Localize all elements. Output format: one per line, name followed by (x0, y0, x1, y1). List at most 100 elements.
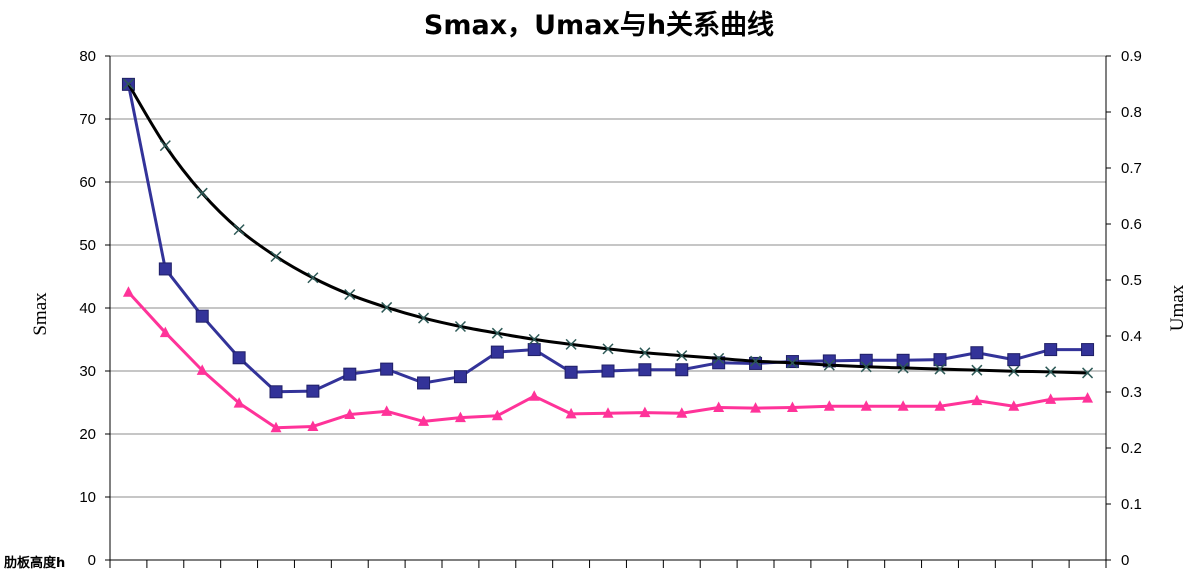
y-tick-label: 80 (79, 48, 96, 65)
data-point-cross (491, 327, 503, 339)
data-point-square (306, 384, 320, 398)
data-point-cross (860, 361, 872, 373)
data-point-cross (897, 362, 909, 374)
data-point-square (675, 363, 689, 377)
y-tick-label: 0 (88, 552, 96, 569)
data-point-square (490, 345, 504, 359)
data-point-triangle (602, 407, 614, 418)
y-tick-label: 50 (79, 237, 96, 254)
data-point-square (564, 365, 578, 379)
data-point-triangle (528, 390, 540, 401)
y2-tick-label: 0.8 (1121, 104, 1142, 121)
data-point-cross (159, 140, 171, 152)
data-point-square (158, 262, 172, 276)
data-point-triangle (713, 401, 725, 413)
series-cross (122, 78, 1094, 379)
data-point-square (749, 356, 763, 370)
data-point-triangle (159, 326, 171, 338)
y2-tick-label: 0.9 (1121, 48, 1142, 65)
data-point-cross (454, 320, 466, 333)
series-triangle (122, 286, 1094, 433)
data-point-square (195, 309, 209, 323)
data-point-triangle (233, 397, 245, 408)
y-tick-label: 70 (79, 111, 96, 128)
data-point-cross (381, 301, 393, 313)
series-line (127, 83, 1088, 375)
data-point-cross (934, 363, 946, 375)
data-point-triangle (270, 421, 282, 433)
data-point-cross (602, 343, 614, 355)
data-point-square (859, 353, 873, 367)
y-tick-label: 20 (79, 426, 96, 443)
data-point-cross (786, 357, 798, 369)
data-point-cross (750, 355, 762, 367)
data-point-square (1007, 353, 1021, 367)
data-point-square (343, 367, 357, 381)
data-point-cross (270, 250, 282, 263)
data-point-triangle (639, 406, 651, 418)
data-point-square (933, 353, 947, 367)
data-point-triangle (344, 408, 356, 419)
data-point-triangle (1082, 392, 1094, 403)
data-point-cross (233, 224, 245, 236)
data-point-triangle (934, 400, 946, 411)
data-point-cross (122, 78, 134, 90)
data-point-triangle (122, 286, 134, 297)
gridlines (110, 55, 1106, 498)
data-point-cross (713, 352, 725, 364)
data-point-triangle (750, 402, 762, 413)
y-tick-label: 30 (79, 363, 96, 380)
y2-tick-label: 0.3 (1121, 384, 1142, 401)
data-point-triangle (565, 407, 577, 419)
data-point-square (638, 363, 652, 377)
y-axis-title: Smax (30, 292, 51, 336)
data-point-triangle (454, 411, 466, 423)
data-point-cross (1008, 365, 1020, 377)
data-point-square (380, 362, 394, 376)
data-point-square (232, 351, 246, 365)
data-point-triangle (823, 400, 835, 411)
data-point-triangle (786, 401, 798, 413)
data-point-triangle (307, 420, 319, 431)
y2-tick-label: 0.2 (1121, 440, 1142, 457)
data-point-square (601, 364, 615, 378)
data-point-cross (823, 359, 835, 371)
data-point-square (417, 376, 431, 390)
series-line (126, 84, 1088, 394)
data-point-cross (1045, 366, 1057, 378)
y2-tick-label: 0.5 (1121, 272, 1142, 289)
y2-tick-label: 0.7 (1121, 160, 1142, 177)
data-point-cross (418, 312, 430, 324)
data-point-triangle (1008, 400, 1020, 411)
data-point-square (970, 346, 984, 360)
data-point-cross (307, 272, 319, 284)
data-point-cross (639, 347, 651, 359)
data-point-triangle (1045, 393, 1057, 404)
series-layer (121, 77, 1095, 433)
data-point-triangle (491, 409, 503, 421)
y-tick-label: 40 (79, 300, 96, 317)
data-point-triangle (860, 400, 872, 411)
axes (105, 55, 1111, 568)
y-tick-label: 10 (79, 489, 96, 506)
data-point-cross (971, 364, 983, 376)
data-point-square (269, 385, 283, 399)
data-point-triangle (971, 394, 983, 406)
data-point-square (896, 353, 910, 367)
data-point-triangle (418, 415, 430, 426)
y2-tick-label: 0.1 (1121, 496, 1142, 513)
data-point-triangle (897, 400, 909, 411)
data-point-cross (1082, 367, 1094, 379)
data-point-triangle (676, 407, 688, 418)
chart-title: Smax，Umax与h关系曲线 (424, 10, 774, 41)
data-point-cross (344, 289, 356, 301)
data-point-square (453, 370, 467, 384)
data-point-square (1044, 343, 1058, 357)
data-point-cross (565, 338, 577, 350)
y2-tick-label: 0.6 (1121, 216, 1142, 233)
data-point-square (1081, 343, 1095, 357)
data-point-cross (528, 333, 540, 345)
left-axis-tick-labels: 0 10 20 30 40 50 60 70 80 (79, 48, 96, 569)
right-axis-tick-labels: 0 0.1 0.2 0.3 0.4 0.5 0.6 0.7 0.8 0.9 (1121, 48, 1142, 569)
